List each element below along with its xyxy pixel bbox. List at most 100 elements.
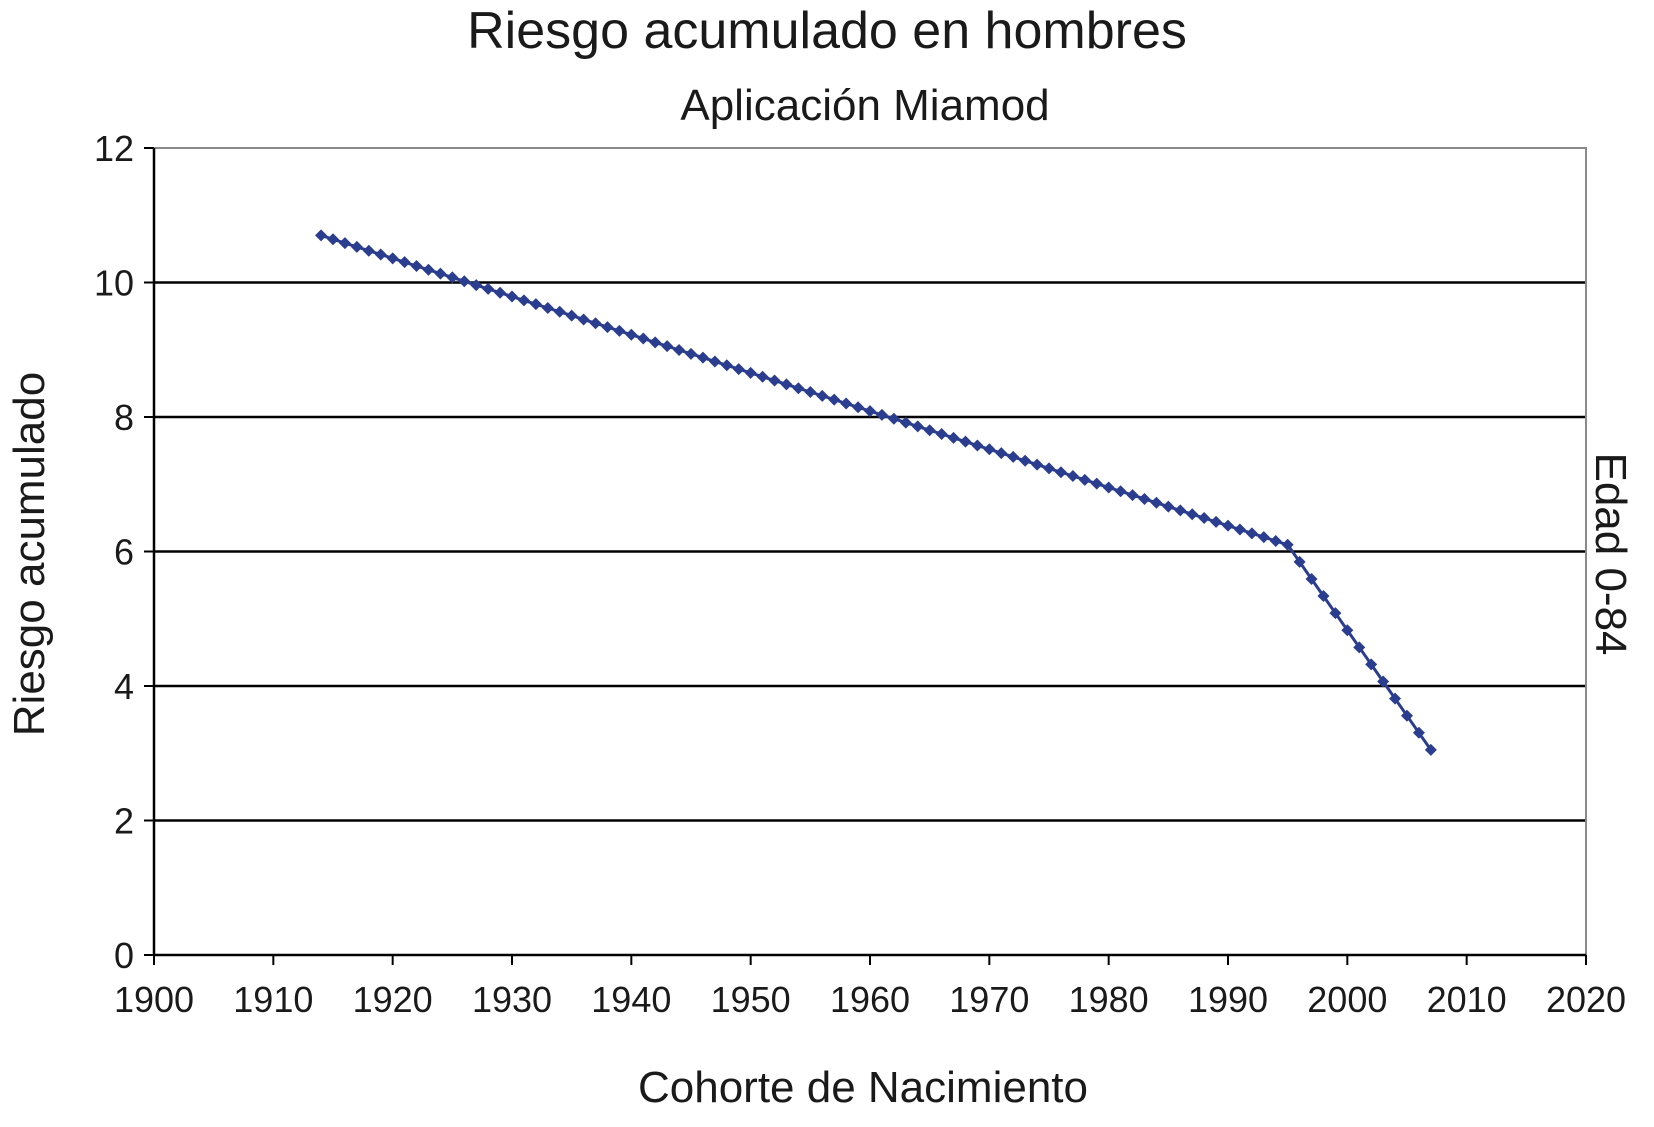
data-point: [422, 263, 435, 276]
data-point: [601, 321, 614, 334]
data-point: [1389, 692, 1402, 705]
data-point: [947, 431, 960, 444]
data-point: [1305, 572, 1318, 585]
y-axis-label: Riesgo acumulado: [5, 372, 54, 736]
y-tick-label: 6: [114, 532, 134, 573]
data-point: [1198, 512, 1211, 525]
y-tick-label: 8: [114, 397, 134, 438]
data-point: [613, 324, 626, 337]
axes: [144, 147, 1587, 965]
data-point: [792, 382, 805, 395]
data-point: [923, 424, 936, 437]
data-point: [935, 428, 948, 441]
x-tick-label: 1990: [1188, 979, 1268, 1020]
data-point: [708, 355, 721, 368]
data-point: [1031, 458, 1044, 471]
data-point: [1114, 485, 1127, 498]
x-tick-label: 1920: [353, 979, 433, 1020]
data-point: [338, 237, 351, 250]
data-point: [1210, 515, 1223, 528]
data-point: [1341, 624, 1354, 637]
y-tick-label: 12: [94, 128, 134, 169]
data-point: [1412, 726, 1425, 739]
data-point: [899, 416, 912, 429]
data-point: [1329, 607, 1342, 620]
y-tick-label: 2: [114, 801, 134, 842]
chart-title: Riesgo acumulado en hombres: [467, 2, 1187, 60]
data-point: [553, 305, 566, 318]
data-point: [541, 301, 554, 314]
x-tick-label: 2000: [1307, 979, 1387, 1020]
data-point: [1102, 481, 1115, 494]
data-point: [1043, 462, 1055, 475]
data-point: [780, 378, 793, 391]
x-tick-label: 1900: [114, 979, 194, 1020]
data-point: [1054, 466, 1067, 479]
series-line: [320, 233, 1433, 751]
data-point: [1293, 555, 1306, 568]
data-point: [911, 420, 924, 433]
y-tick-label: 10: [94, 263, 134, 304]
data-point: [458, 275, 471, 288]
data-point: [816, 389, 829, 402]
data-point: [374, 248, 387, 261]
data-point: [756, 370, 769, 383]
data-point: [804, 386, 817, 399]
data-point: [625, 328, 638, 341]
data-point: [959, 435, 972, 448]
data-point: [1007, 450, 1020, 463]
data-point: [1424, 743, 1437, 756]
x-tick-label: 2010: [1427, 979, 1507, 1020]
data-point: [852, 401, 865, 414]
x-tick-label: 1970: [949, 979, 1029, 1020]
data-point: [864, 405, 876, 418]
data-point: [577, 313, 590, 326]
gridlines: [154, 281, 1586, 822]
data-point: [470, 279, 483, 292]
data-point: [649, 336, 662, 349]
data-point: [446, 271, 459, 284]
data-point: [1222, 519, 1234, 532]
x-tick-label: 1960: [830, 979, 910, 1020]
data-point: [673, 343, 686, 356]
data-point: [744, 366, 757, 379]
x-tick-label: 1940: [591, 979, 671, 1020]
data-point: [434, 267, 447, 280]
data-point: [1257, 531, 1270, 544]
data-point: [398, 256, 411, 269]
x-tick-label: 1910: [233, 979, 313, 1020]
data-point: [685, 347, 697, 360]
data-point: [386, 252, 399, 265]
x-tick-label: 1980: [1069, 979, 1149, 1020]
data-point: [1281, 538, 1294, 551]
data-point: [506, 290, 518, 303]
data-point: [1090, 477, 1103, 490]
data-point: [840, 397, 853, 410]
data-point: [1138, 492, 1151, 505]
data-point: [589, 317, 602, 330]
data-point: [517, 294, 530, 307]
data-point: [696, 351, 709, 364]
data-point: [529, 298, 542, 311]
tick-labels: 0 2 4 6 8 10 12 1900 1910 1920 1930 1940 1950 1960 197…: [94, 128, 1626, 1020]
chart-subtitle: Aplicación Miamod: [680, 81, 1049, 130]
data-point: [1162, 500, 1175, 513]
data-point: [637, 332, 650, 345]
data-point: [983, 443, 996, 456]
data-point: [720, 359, 733, 372]
data-point: [768, 374, 781, 387]
x-tick-label: 1950: [711, 979, 791, 1020]
data-point: [1317, 590, 1330, 603]
x-axis-label: Cohorte de Nacimiento: [638, 1063, 1088, 1112]
x-tick-label: 2020: [1546, 979, 1626, 1020]
data-point: [1365, 658, 1378, 671]
data-point: [362, 244, 375, 257]
data-series: [315, 229, 1437, 756]
data-point: [661, 340, 674, 353]
y-tick-label: 0: [114, 935, 134, 976]
data-point: [887, 412, 900, 425]
data-point: [410, 259, 423, 272]
data-point: [1186, 508, 1199, 521]
data-point: [1078, 473, 1091, 486]
data-point: [1126, 489, 1139, 502]
